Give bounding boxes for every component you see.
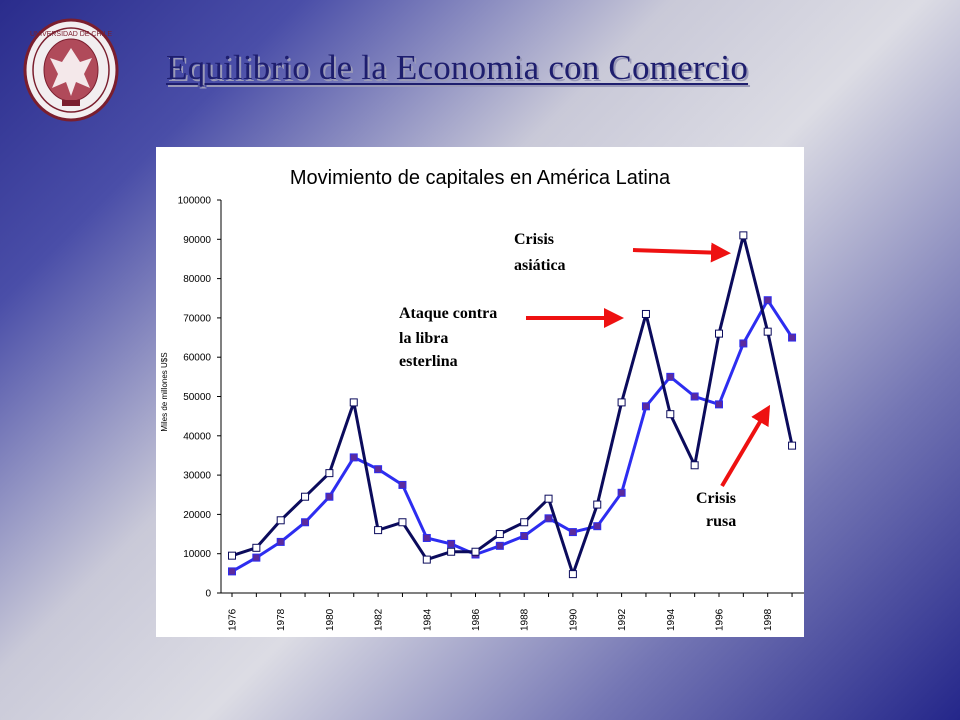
series-2-point <box>544 514 553 523</box>
university-seal-logo: UNIVERSIDAD DE CHILE <box>23 18 119 122</box>
series-1-point <box>544 494 553 503</box>
series-1-point <box>520 518 529 527</box>
x-tick-label: 1998 <box>763 608 774 631</box>
annotation-ataque-libra-line-3: esterlina <box>399 353 458 370</box>
series-2-point <box>617 488 626 497</box>
x-tick-label: 1986 <box>471 608 482 631</box>
y-tick-label: 100000 <box>178 196 212 207</box>
series-2-point <box>715 400 723 409</box>
series-2-line <box>231 298 794 573</box>
series-2-point <box>568 528 577 537</box>
seal-text: UNIVERSIDAD DE CHILE <box>30 31 112 38</box>
series-2-point <box>349 453 358 462</box>
y-tick-label: 30000 <box>183 471 211 482</box>
annotation-crisis-asiatica-line-2: asiática <box>514 257 566 274</box>
series-1-point <box>374 526 383 535</box>
series-1-point <box>301 492 310 501</box>
series-1-point <box>763 327 772 336</box>
x-ticks: 1976 1978 1980 1982 1984 1986 1988 1990 1992 1994… <box>228 593 793 631</box>
y-tick-label: 10000 <box>183 549 211 560</box>
chart-panel: Movimiento de capitales en América Latin… <box>156 147 804 637</box>
y-tick-label: 90000 <box>183 235 211 246</box>
y-tick-label: 70000 <box>183 313 211 324</box>
x-tick-label: 1976 <box>228 608 239 631</box>
y-tick-label: 20000 <box>183 510 211 521</box>
series-2-point <box>690 392 699 401</box>
y-ticks: 0 10000 20000 30000 40000 50000 60000 70000 8000… <box>178 196 221 600</box>
series-2-point <box>447 539 456 548</box>
arrow-crisis-asiatica <box>632 242 731 263</box>
series-1-point <box>447 547 456 556</box>
series-2-point <box>739 339 748 348</box>
y-axis-label: Miles de millones U$S <box>160 352 169 431</box>
series-2-point <box>788 333 797 342</box>
series-1-point <box>398 518 407 527</box>
annotation-ataque-libra-line-1: Ataque contra <box>399 305 497 322</box>
line-chart: Movimiento de capitales en América Latin… <box>160 167 804 631</box>
series-1-point <box>422 555 431 564</box>
series-1-point <box>471 547 480 556</box>
series-1-point <box>325 469 334 478</box>
series-2-point <box>252 553 261 562</box>
series-2-point <box>228 567 236 576</box>
series-1-point <box>641 309 650 318</box>
series-2-point <box>520 532 529 541</box>
series-1-point <box>715 329 723 338</box>
series-1-point <box>495 530 504 539</box>
annotation-crisis-rusa: Crisis rusa <box>696 404 771 530</box>
series-layer <box>228 231 797 579</box>
annotation-crisis-asiatica: Crisis asiática <box>514 231 731 274</box>
series-2-point <box>495 541 504 550</box>
annotation-crisis-rusa-line-1: Crisis <box>696 490 736 507</box>
series-1-point <box>690 461 699 470</box>
x-tick-label: 1984 <box>422 608 433 631</box>
x-tick-label: 1994 <box>666 608 677 631</box>
series-1-point <box>666 410 675 419</box>
series-2 <box>228 296 797 576</box>
arrow-crisis-rusa <box>720 404 771 488</box>
x-tick-label: 1982 <box>374 608 385 631</box>
series-1-point <box>739 231 748 240</box>
series-1-point <box>593 500 602 509</box>
x-tick-label: 1980 <box>325 608 336 631</box>
series-2-point <box>301 518 310 527</box>
chart-title: Movimiento de capitales en América Latin… <box>290 167 671 189</box>
series-2-point <box>398 480 407 489</box>
x-tick-label: 1978 <box>276 608 287 631</box>
x-tick-label: 1996 <box>715 608 726 631</box>
series-2-point <box>641 402 650 411</box>
annotation-crisis-rusa-line-2: rusa <box>706 513 736 530</box>
y-tick-label: 80000 <box>183 274 211 285</box>
annotation-ataque-libra: Ataque contra la libra esterlina <box>399 305 624 370</box>
y-tick-label: 50000 <box>183 392 211 403</box>
series-1-line <box>231 233 794 576</box>
series-2-point <box>325 492 334 501</box>
series-2-point <box>763 296 772 305</box>
y-tick-label: 40000 <box>183 431 211 442</box>
series-2-point <box>593 522 602 531</box>
y-tick-label: 0 <box>205 589 211 600</box>
annotation-ataque-libra-line-2: la libra <box>399 330 448 347</box>
x-tick-label: 1992 <box>617 608 628 631</box>
series-1-point <box>252 543 261 552</box>
series-1-point <box>276 516 285 525</box>
series-2-point <box>276 537 285 546</box>
x-tick-label: 1990 <box>568 608 579 631</box>
series-1-point <box>568 570 577 579</box>
series-2-point <box>422 533 431 542</box>
series-1-point <box>788 441 797 450</box>
annotation-crisis-asiatica-line-1: Crisis <box>514 231 554 248</box>
series-1-point <box>228 551 236 560</box>
series-2-point <box>374 465 383 474</box>
slide-title: Equilibrio de la Economia con Comercio <box>166 48 749 87</box>
x-tick-label: 1988 <box>520 608 531 631</box>
series-1-point <box>617 398 626 407</box>
series-2-point <box>666 372 675 381</box>
series-1-point <box>349 398 358 407</box>
series-1 <box>228 231 797 579</box>
y-tick-label: 60000 <box>183 353 211 364</box>
